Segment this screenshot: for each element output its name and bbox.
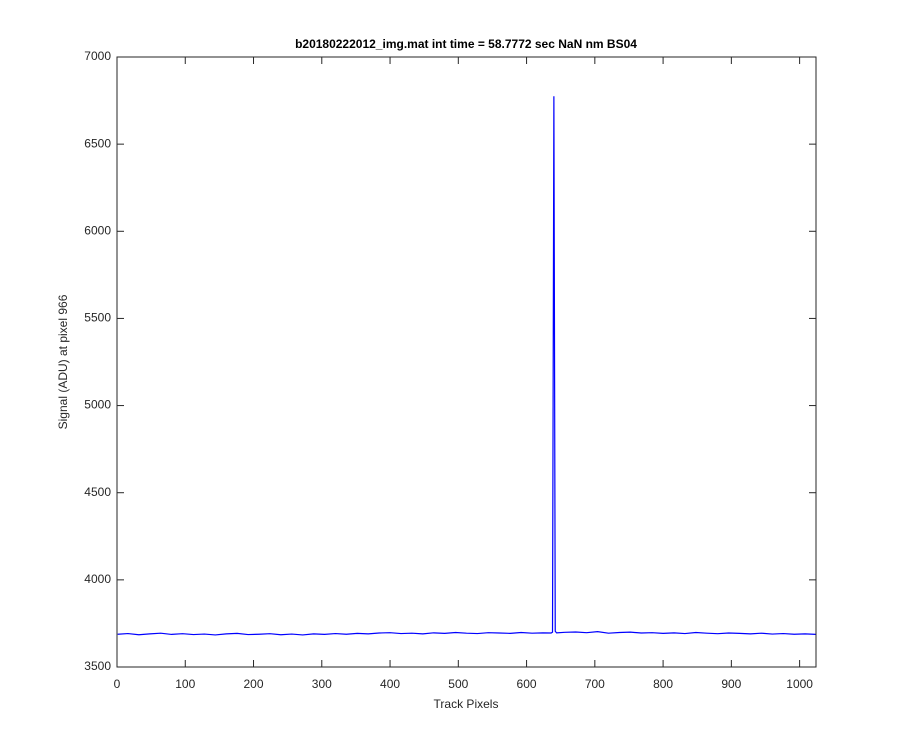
x-axis-label: Track Pixels	[434, 697, 499, 711]
x-tick-label: 700	[585, 677, 605, 691]
x-tick-label: 400	[380, 677, 400, 691]
x-tick-label: 0	[114, 677, 121, 691]
chart-title: b20180222012_img.mat int time = 58.7772 …	[295, 37, 637, 51]
x-tick-label: 600	[517, 677, 537, 691]
x-tick-label: 200	[244, 677, 264, 691]
plot-area	[117, 57, 816, 667]
x-tick-label: 1000	[786, 677, 813, 691]
y-tick-label: 6500	[84, 136, 111, 150]
y-tick-label: 5000	[84, 398, 111, 412]
axes-box	[116, 56, 817, 668]
y-tick-label: 4000	[84, 572, 111, 586]
x-tick-label: 300	[312, 677, 332, 691]
y-tick-label: 3500	[84, 659, 111, 673]
x-tick-label: 800	[653, 677, 673, 691]
x-tick-label: 900	[721, 677, 741, 691]
y-axis-label: Signal (ADU) at pixel 966	[56, 294, 70, 429]
y-tick-label: 7000	[84, 49, 111, 63]
y-tick-label: 6000	[84, 223, 111, 237]
data-line	[117, 96, 817, 636]
y-tick-label: 5500	[84, 311, 111, 325]
y-tick-label: 4500	[84, 485, 111, 499]
x-tick-label: 100	[175, 677, 195, 691]
x-tick-label: 500	[448, 677, 468, 691]
